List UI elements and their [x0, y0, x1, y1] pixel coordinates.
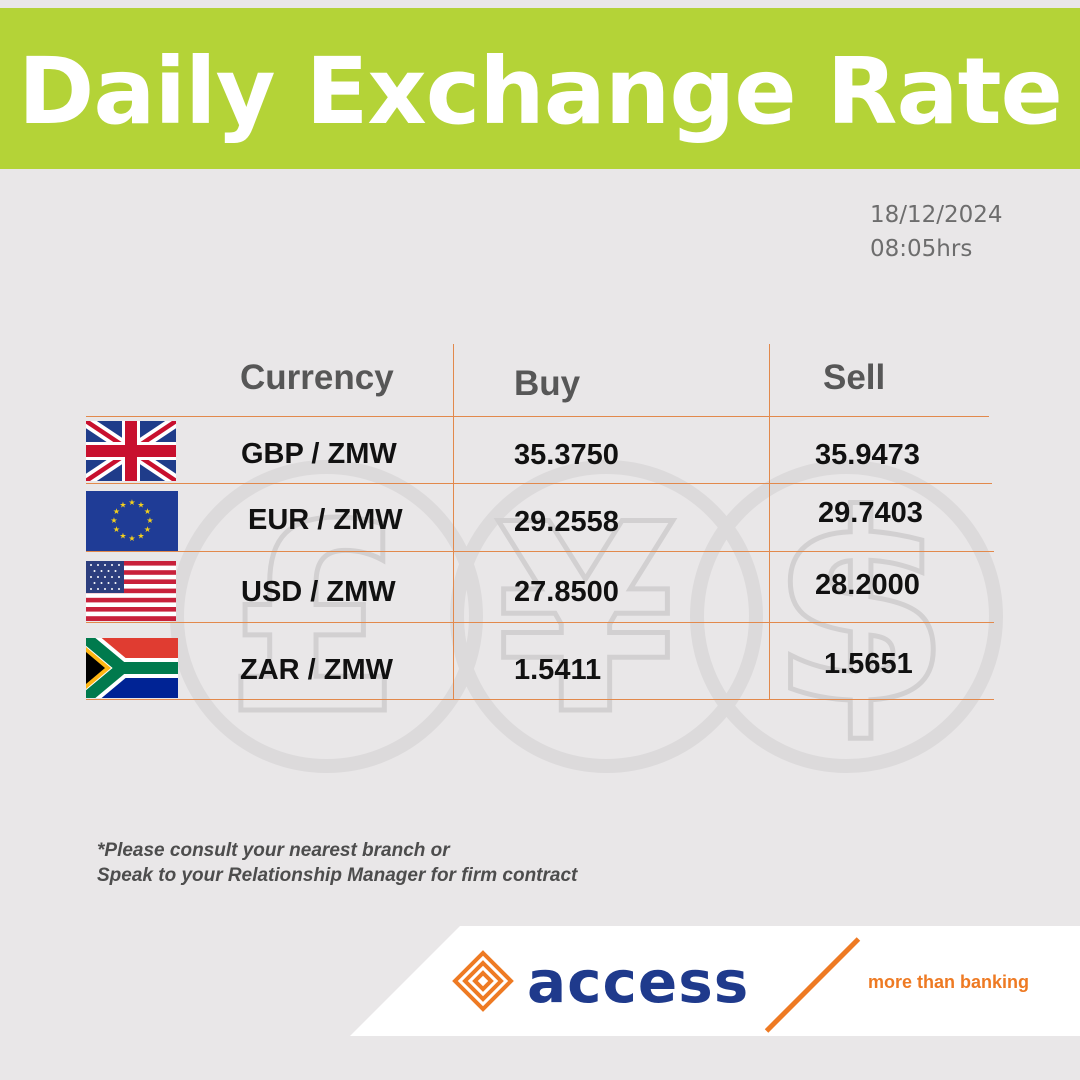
dollar-watermark-icon: $ — [768, 458, 954, 765]
svg-text:★: ★ — [110, 516, 117, 525]
svg-text:★: ★ — [113, 525, 120, 534]
row-divider — [86, 551, 994, 552]
row-divider — [86, 416, 989, 417]
za-flag-icon — [86, 638, 178, 698]
page-title: Daily Exchange Rate — [18, 38, 1063, 145]
sell-zar: 1.5651 — [824, 648, 913, 680]
eu-flag-icon: ★ ★ ★ ★ ★ ★ ★ ★ ★ ★ ★ ★ — [86, 491, 178, 551]
pair-usd: USD / ZMW — [241, 576, 396, 608]
column-divider — [453, 344, 454, 700]
brand-wordmark: access — [527, 948, 750, 1016]
footer-band — [350, 926, 1080, 1036]
svg-text:★: ★ — [119, 532, 126, 541]
svg-text:★: ★ — [113, 507, 120, 516]
svg-text:★: ★ — [144, 507, 151, 516]
pound-watermark-icon: £ — [223, 468, 409, 775]
uk-flag-icon — [86, 421, 176, 481]
svg-text:★: ★ — [146, 516, 153, 525]
buy-usd: 27.8500 — [514, 576, 619, 608]
date-label: 18/12/2024 — [870, 202, 1003, 228]
access-logo-icon — [452, 950, 514, 1012]
header-currency: Currency — [240, 358, 394, 397]
pair-eur: EUR / ZMW — [248, 504, 403, 536]
top-strip — [0, 0, 1080, 8]
time-label: 08:05hrs — [870, 236, 973, 262]
row-divider — [86, 699, 994, 700]
header-sell: Sell — [823, 358, 886, 397]
row-divider — [86, 622, 994, 623]
header-buy: Buy — [514, 364, 581, 403]
row-divider — [86, 483, 992, 484]
svg-text:★: ★ — [137, 532, 144, 541]
sell-eur: 29.7403 — [818, 497, 923, 529]
svg-text:★: ★ — [128, 498, 135, 507]
sell-gbp: 35.9473 — [815, 439, 920, 471]
column-divider — [769, 344, 770, 700]
svg-text:★: ★ — [128, 534, 135, 543]
disclaimer: *Please consult your nearest branch or S… — [97, 838, 577, 888]
buy-gbp: 35.3750 — [514, 439, 619, 471]
title-banner: Daily Exchange Rate — [0, 8, 1080, 169]
svg-text:★: ★ — [137, 501, 144, 510]
pair-zar: ZAR / ZMW — [240, 654, 394, 686]
pair-gbp: GBP / ZMW — [241, 438, 397, 470]
brand-slogan: more than banking — [868, 972, 1030, 992]
buy-zar: 1.5411 — [514, 654, 602, 686]
timestamp: 18/12/2024 08:05hrs — [870, 198, 1003, 266]
disclaimer-line-2: Speak to your Relationship Manager for f… — [97, 865, 578, 886]
us-flag-icon — [86, 561, 176, 621]
currency-watermarks: £ ¥ $ — [170, 440, 1003, 800]
sell-usd: 28.2000 — [815, 569, 920, 601]
svg-text:★: ★ — [119, 501, 126, 510]
svg-text:★: ★ — [144, 525, 151, 534]
disclaimer-line-1: *Please consult your nearest branch or — [97, 840, 450, 861]
yen-watermark-icon: ¥ — [493, 468, 679, 775]
buy-eur: 29.2558 — [514, 506, 619, 538]
